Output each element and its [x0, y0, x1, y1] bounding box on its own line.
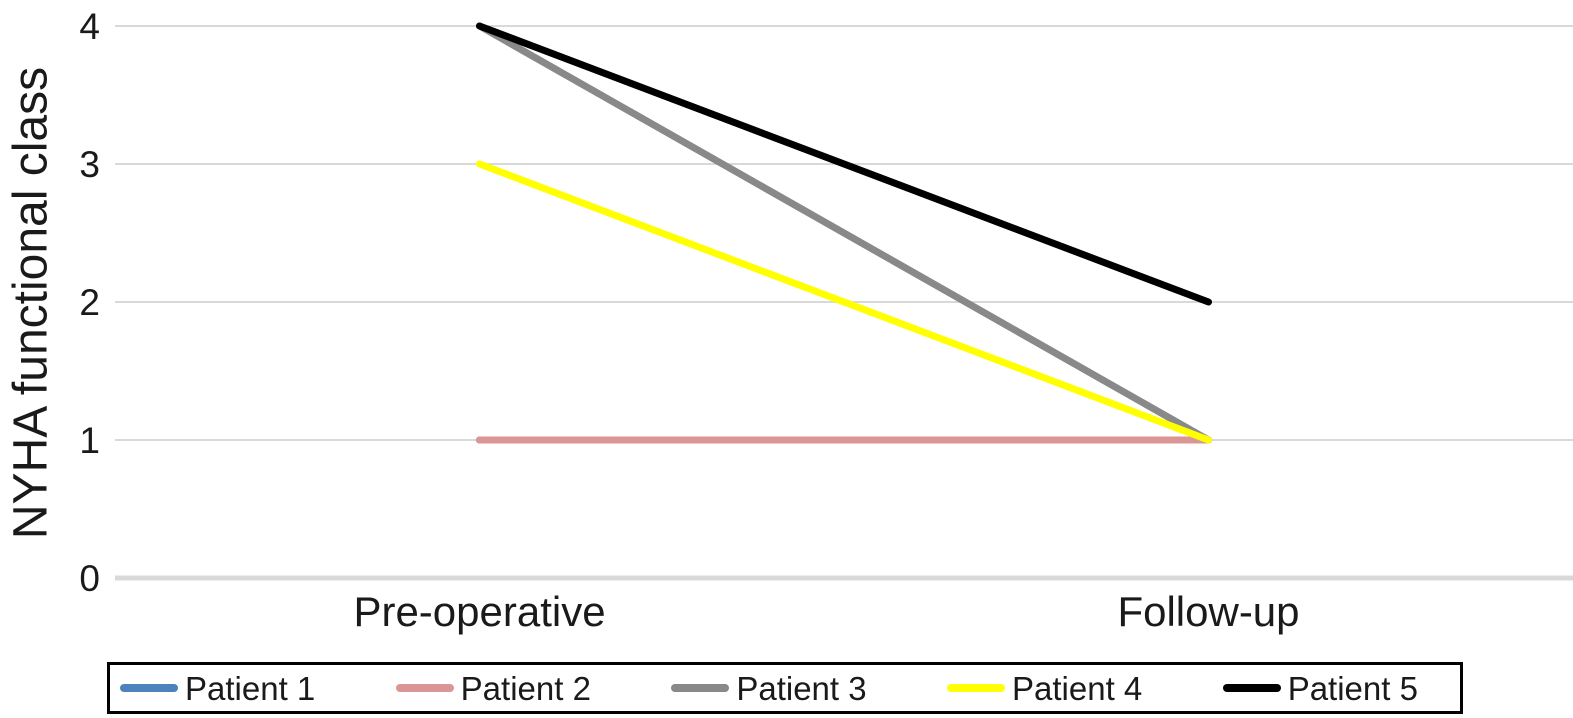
legend-swatch-patient-2: [395, 684, 454, 692]
legend-swatch-patient-5: [1222, 684, 1281, 692]
series-line-patient-5: [476, 22, 1212, 306]
legend-label-patient-4: Patient 4: [1012, 669, 1143, 707]
category-label-pre-operative: Pre-operative: [353, 588, 605, 635]
legend-item-patient-4: Patient 4: [947, 672, 1142, 705]
y-tick-label-2: 2: [79, 282, 100, 323]
y-tick-label-1: 1: [79, 420, 100, 461]
series-line-patient-3: [476, 22, 1212, 444]
series-lines-group: [476, 22, 1212, 444]
y-tick-label-4: 4: [79, 6, 100, 47]
legend-label-patient-5: Patient 5: [1287, 669, 1418, 707]
legend-swatch-patient-3: [671, 684, 730, 692]
legend-swatch-patient-4: [947, 684, 1006, 692]
legend-item-patient-5: Patient 5: [1222, 669, 1418, 707]
category-label-follow-up: Follow-up: [1117, 588, 1299, 635]
legend-item-patient-1: Patient 1: [120, 672, 315, 705]
y-axis-title: NYHA functional class: [5, 67, 58, 539]
legend-label-patient-2: Patient 2: [460, 669, 591, 707]
legend-item-patient-2: Patient 2: [395, 669, 591, 707]
y-tick-label-3: 3: [79, 144, 100, 185]
series-line-patient-4: [476, 160, 1212, 444]
legend-item-patient-3: Patient 3: [671, 669, 867, 707]
chart-legend: Patient 1 Patient 2 Patient 3 Patient 4 Pati…: [107, 662, 1463, 714]
y-tick-labels-group: 0 1 2 3 4: [79, 6, 100, 599]
x-category-labels-group: Pre-operative Follow-up: [353, 588, 1299, 635]
legend-swatch-patient-1: [120, 684, 178, 692]
legend-label-patient-1: Patient 1: [185, 669, 316, 707]
y-tick-label-0: 0: [79, 558, 100, 599]
nyha-line-chart: 0 1 2 3 4 Pre-operative Follow-up NYHA functi…: [5, 6, 1573, 635]
legend-label-patient-3: Patient 3: [736, 669, 867, 707]
